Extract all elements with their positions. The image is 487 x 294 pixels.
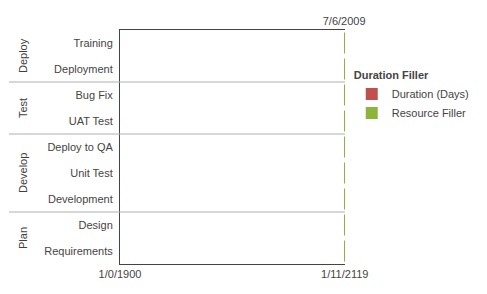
- svg-text:Unit Test: Unit Test: [70, 167, 113, 179]
- svg-text:Resource Filler: Resource Filler: [392, 107, 466, 119]
- svg-text:Deploy to QA: Deploy to QA: [47, 141, 113, 153]
- svg-text:Plan: Plan: [17, 227, 29, 249]
- svg-text:Duration Filler: Duration Filler: [354, 69, 429, 81]
- svg-text:UAT Test: UAT Test: [69, 115, 113, 127]
- svg-text:Development: Development: [48, 193, 113, 205]
- svg-text:1/0/1900: 1/0/1900: [99, 268, 142, 280]
- svg-text:Bug Fix: Bug Fix: [76, 89, 114, 101]
- svg-text:7/6/2009: 7/6/2009: [323, 15, 366, 27]
- svg-text:Duration (Days): Duration (Days): [392, 88, 469, 100]
- svg-text:Requirements: Requirements: [44, 245, 113, 257]
- svg-text:1/11/2119: 1/11/2119: [321, 268, 368, 280]
- svg-text:Test: Test: [17, 98, 29, 118]
- svg-text:Deployment: Deployment: [54, 63, 113, 75]
- svg-text:Deploy: Deploy: [17, 38, 29, 73]
- svg-text:Develop: Develop: [17, 153, 29, 193]
- svg-text:Training: Training: [73, 37, 112, 49]
- svg-text:Design: Design: [79, 219, 113, 231]
